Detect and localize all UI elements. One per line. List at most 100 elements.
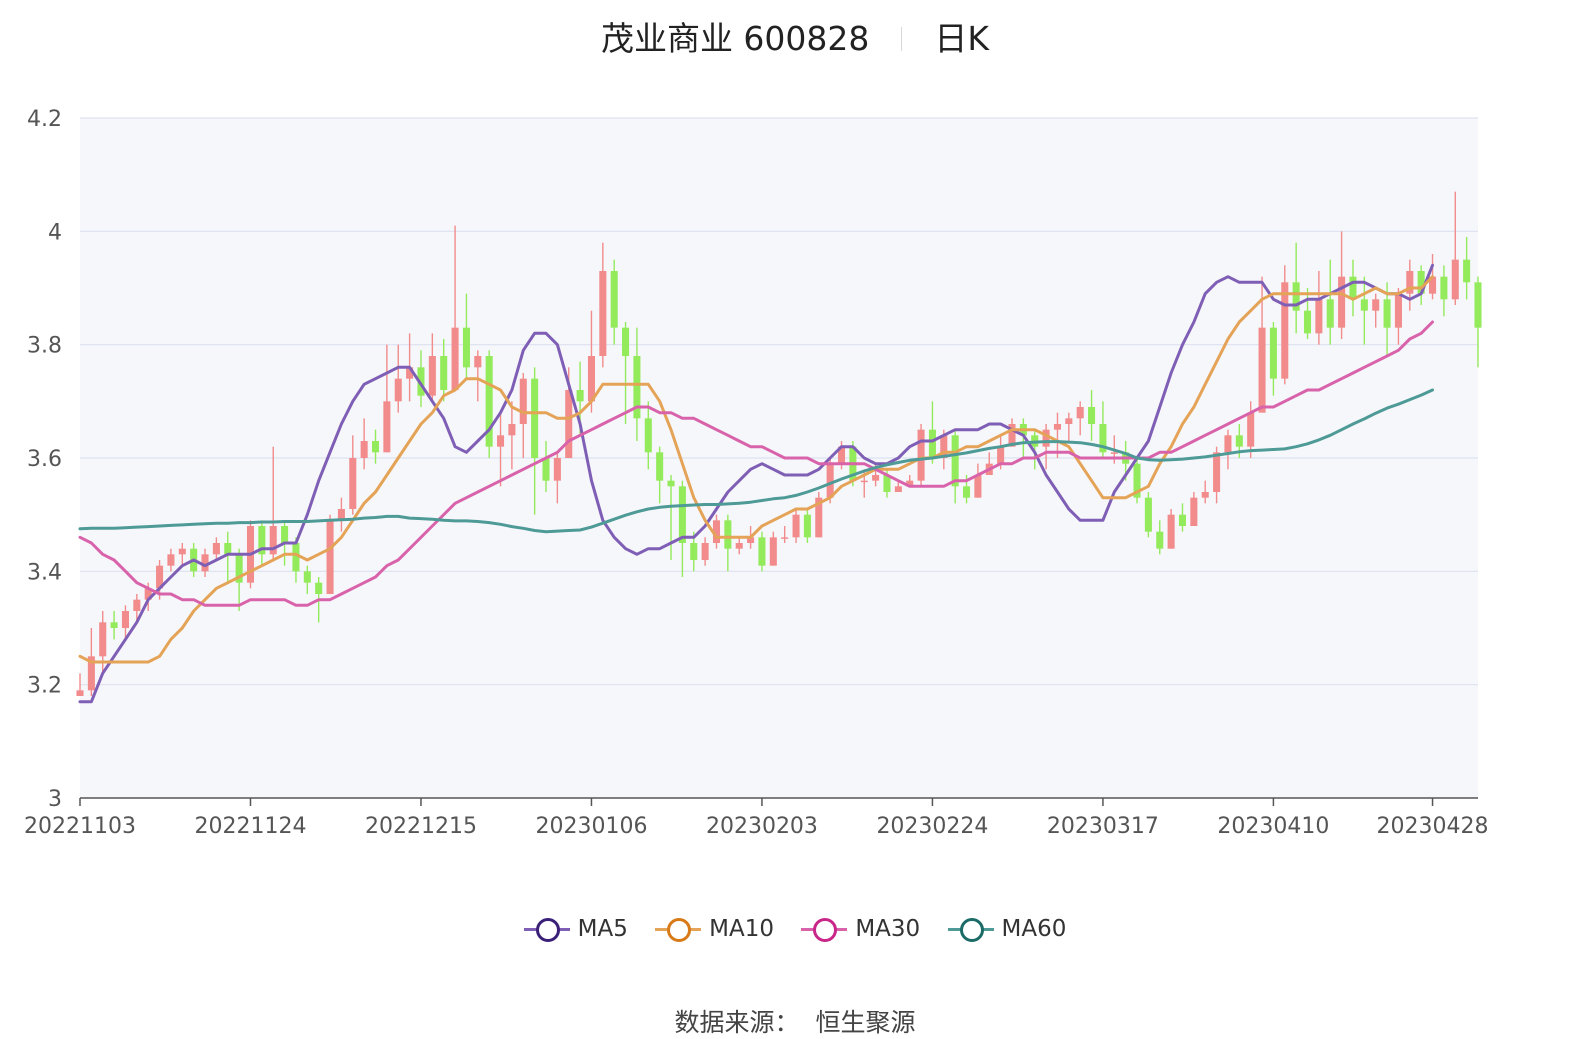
candle-body — [508, 424, 516, 436]
y-tick-label: 3.4 — [27, 560, 62, 585]
candle-body — [1474, 282, 1482, 328]
x-tick-label: 20230203 — [706, 814, 818, 839]
candle-body — [371, 441, 380, 453]
x-tick-label: 20221103 — [24, 814, 136, 839]
candle-body — [133, 599, 141, 611]
candle-body — [1065, 418, 1073, 424]
candle-body — [462, 327, 470, 368]
stock-name-title: 茂业商业 600828 — [600, 18, 870, 58]
candle-body — [906, 480, 914, 487]
data-source: 数据来源： 恒生聚源 — [0, 1003, 1590, 1039]
candle-body — [1167, 514, 1175, 549]
candle-body — [212, 543, 220, 555]
legend: MA5 MA10 MA30 MA60 — [0, 915, 1590, 942]
candle-body — [883, 475, 891, 492]
line-ma10 — [78, 275, 1434, 664]
candle-body — [1463, 259, 1471, 283]
candle-body — [292, 543, 300, 572]
candle-body — [121, 611, 129, 628]
candle-body — [76, 690, 84, 696]
candle-body — [235, 554, 243, 583]
candle-body — [440, 356, 448, 390]
x-tick-label: 20230410 — [1217, 814, 1329, 839]
candle-body — [87, 656, 95, 691]
candle-body — [303, 571, 311, 583]
candle-body — [644, 418, 652, 453]
y-tick-label: 3.6 — [27, 447, 62, 472]
x-tick-label: 20230106 — [535, 814, 647, 839]
legend-item-ma10[interactable]: MA10 — [655, 916, 774, 942]
candle-body — [1372, 299, 1380, 311]
x-tick-label: 20230317 — [1047, 814, 1159, 839]
candle-body — [1258, 327, 1266, 413]
candle-body — [1076, 407, 1084, 419]
candle-body — [224, 543, 232, 555]
x-tick-label: 20221215 — [365, 814, 477, 839]
y-tick-label: 4.2 — [27, 107, 62, 132]
candle-body — [1133, 463, 1141, 498]
candle-body — [519, 378, 527, 424]
candle-body — [633, 356, 641, 419]
legend-ma60-marker — [947, 917, 994, 942]
legend-item-ma60[interactable]: MA60 — [947, 915, 1067, 942]
candle-body — [576, 390, 584, 402]
title-divider — [901, 26, 903, 51]
candle-body — [144, 588, 152, 600]
candle-body — [99, 622, 107, 657]
candle-body — [1383, 299, 1391, 328]
candle-body — [428, 356, 436, 396]
candle-body — [758, 537, 766, 566]
candle-body — [712, 520, 721, 543]
legend-ma60-label: MA60 — [1001, 915, 1067, 942]
x-tick-label: 20221124 — [194, 814, 306, 839]
candle-body — [156, 565, 164, 589]
period-label: 日K — [934, 18, 990, 58]
candle-body — [406, 367, 414, 379]
legend-ma30-marker — [801, 917, 848, 942]
candle-body — [497, 435, 505, 447]
candle-body — [167, 554, 175, 566]
candle-body — [1224, 435, 1232, 453]
y-tick-label: 4 — [48, 220, 62, 245]
candle-body — [815, 497, 823, 538]
legend-item-ma5[interactable]: MA5 — [523, 915, 628, 942]
legend-ma10-label: MA10 — [709, 915, 775, 942]
candle-body — [1213, 452, 1221, 492]
candle-body — [542, 458, 550, 481]
line-ma5 — [78, 263, 1434, 704]
candle-body — [1349, 276, 1357, 300]
candle-body — [678, 486, 686, 543]
candle-body — [872, 475, 880, 481]
chart-title: 茂业商业 600828 日K — [0, 12, 1590, 62]
moving-averages — [78, 263, 1434, 704]
candle-body — [485, 356, 493, 447]
candle-body — [1394, 293, 1402, 328]
grid-lines — [80, 117, 1478, 686]
source-label: 数据来源： — [674, 1008, 800, 1037]
candle-body — [963, 486, 971, 498]
candle-body — [837, 446, 846, 464]
legend-ma10-marker — [655, 917, 702, 942]
source-value: 恒生聚源 — [815, 1008, 916, 1037]
candle-body — [656, 452, 664, 481]
candle-body — [417, 367, 425, 396]
candle-body — [383, 401, 391, 453]
legend-item-ma30[interactable]: MA30 — [801, 916, 920, 942]
candle-body — [1269, 327, 1277, 379]
y-tick-label: 3.8 — [27, 334, 62, 359]
legend-ma5-label: MA5 — [577, 915, 628, 942]
candle-body — [724, 520, 732, 549]
y-tick-label: 3 — [48, 787, 62, 812]
candle-body — [917, 429, 925, 481]
candle-body — [1303, 310, 1312, 334]
candle-body — [769, 537, 777, 566]
candle-body — [1406, 271, 1414, 294]
candle-body — [747, 537, 755, 543]
candle-body — [1315, 299, 1323, 334]
candle-body — [701, 543, 709, 560]
y-tick-label: 3.2 — [27, 674, 62, 699]
candle-body — [599, 271, 607, 356]
x-tick-label: 20230224 — [876, 814, 988, 839]
candle-body — [1429, 276, 1437, 294]
